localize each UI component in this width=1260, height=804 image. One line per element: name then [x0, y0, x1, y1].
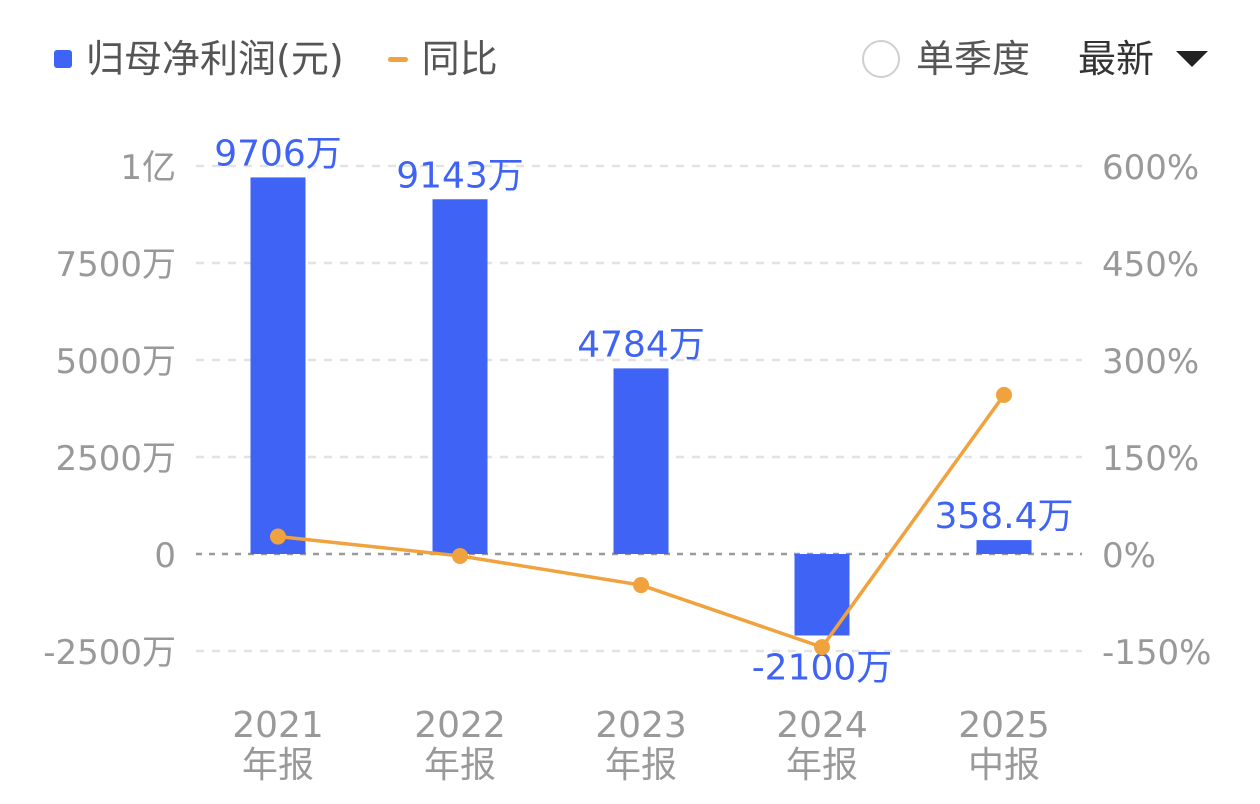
yoy-point — [814, 639, 830, 656]
single-quarter-label[interactable]: 单季度 — [915, 37, 1030, 81]
chart-controls: 单季度 最新 — [861, 34, 1208, 84]
y-left-tick-label: -2500万 — [43, 633, 176, 673]
bar — [432, 199, 488, 555]
bar-data-label: 4784万 — [577, 324, 705, 365]
yoy-point — [270, 528, 286, 545]
bar — [976, 540, 1032, 554]
chart-header: 归母净利润(元) 同比 单季度 最新 — [0, 0, 1260, 120]
legend-label-net-profit: 归母净利润(元) — [86, 37, 344, 81]
yoy-point — [633, 577, 649, 594]
legend-item-yoy[interactable]: 同比 — [387, 34, 498, 84]
x-tick-label: 2024 年报 — [776, 705, 868, 786]
y-left-tick-label: 2500万 — [55, 439, 176, 479]
y-left-tick-label: 1亿 — [120, 148, 176, 188]
single-quarter-radio[interactable] — [861, 40, 900, 78]
bar-data-label: 9706万 — [214, 133, 342, 174]
bar-data-label: 9143万 — [396, 155, 524, 196]
y-right-tick-label: 450% — [1102, 245, 1199, 285]
bar-data-label: 358.4万 — [934, 496, 1073, 537]
line-swatch-icon — [387, 56, 408, 62]
y-right-tick-label: -150% — [1102, 633, 1211, 673]
y-left-tick-label: 0 — [154, 536, 176, 576]
yoy-point — [452, 547, 468, 564]
y-left-tick-label: 7500万 — [55, 245, 176, 285]
y-right-tick-label: 300% — [1102, 342, 1199, 382]
legend-item-net-profit[interactable]: 归母净利润(元) — [54, 34, 344, 84]
legend-label-yoy: 同比 — [421, 37, 498, 81]
x-tick-label: 2021 年报 — [232, 705, 324, 786]
x-tick-label: 2025 中报 — [958, 705, 1050, 786]
legend: 归母净利润(元) 同比 — [54, 34, 542, 84]
y-right-tick-label: 600% — [1102, 148, 1199, 188]
x-tick-label: 2022 年报 — [414, 705, 506, 786]
y-right-tick-label: 0% — [1102, 536, 1156, 576]
latest-dropdown-label[interactable]: 最新 — [1077, 37, 1154, 81]
bar-swatch-icon — [54, 50, 72, 68]
yoy-point — [996, 386, 1012, 403]
caret-down-icon[interactable] — [1176, 51, 1208, 67]
y-left-tick-label: 5000万 — [55, 342, 176, 382]
bar — [250, 177, 306, 554]
bar — [613, 368, 669, 554]
y-right-tick-label: 150% — [1102, 439, 1199, 479]
x-tick-label: 2023 年报 — [595, 705, 687, 786]
